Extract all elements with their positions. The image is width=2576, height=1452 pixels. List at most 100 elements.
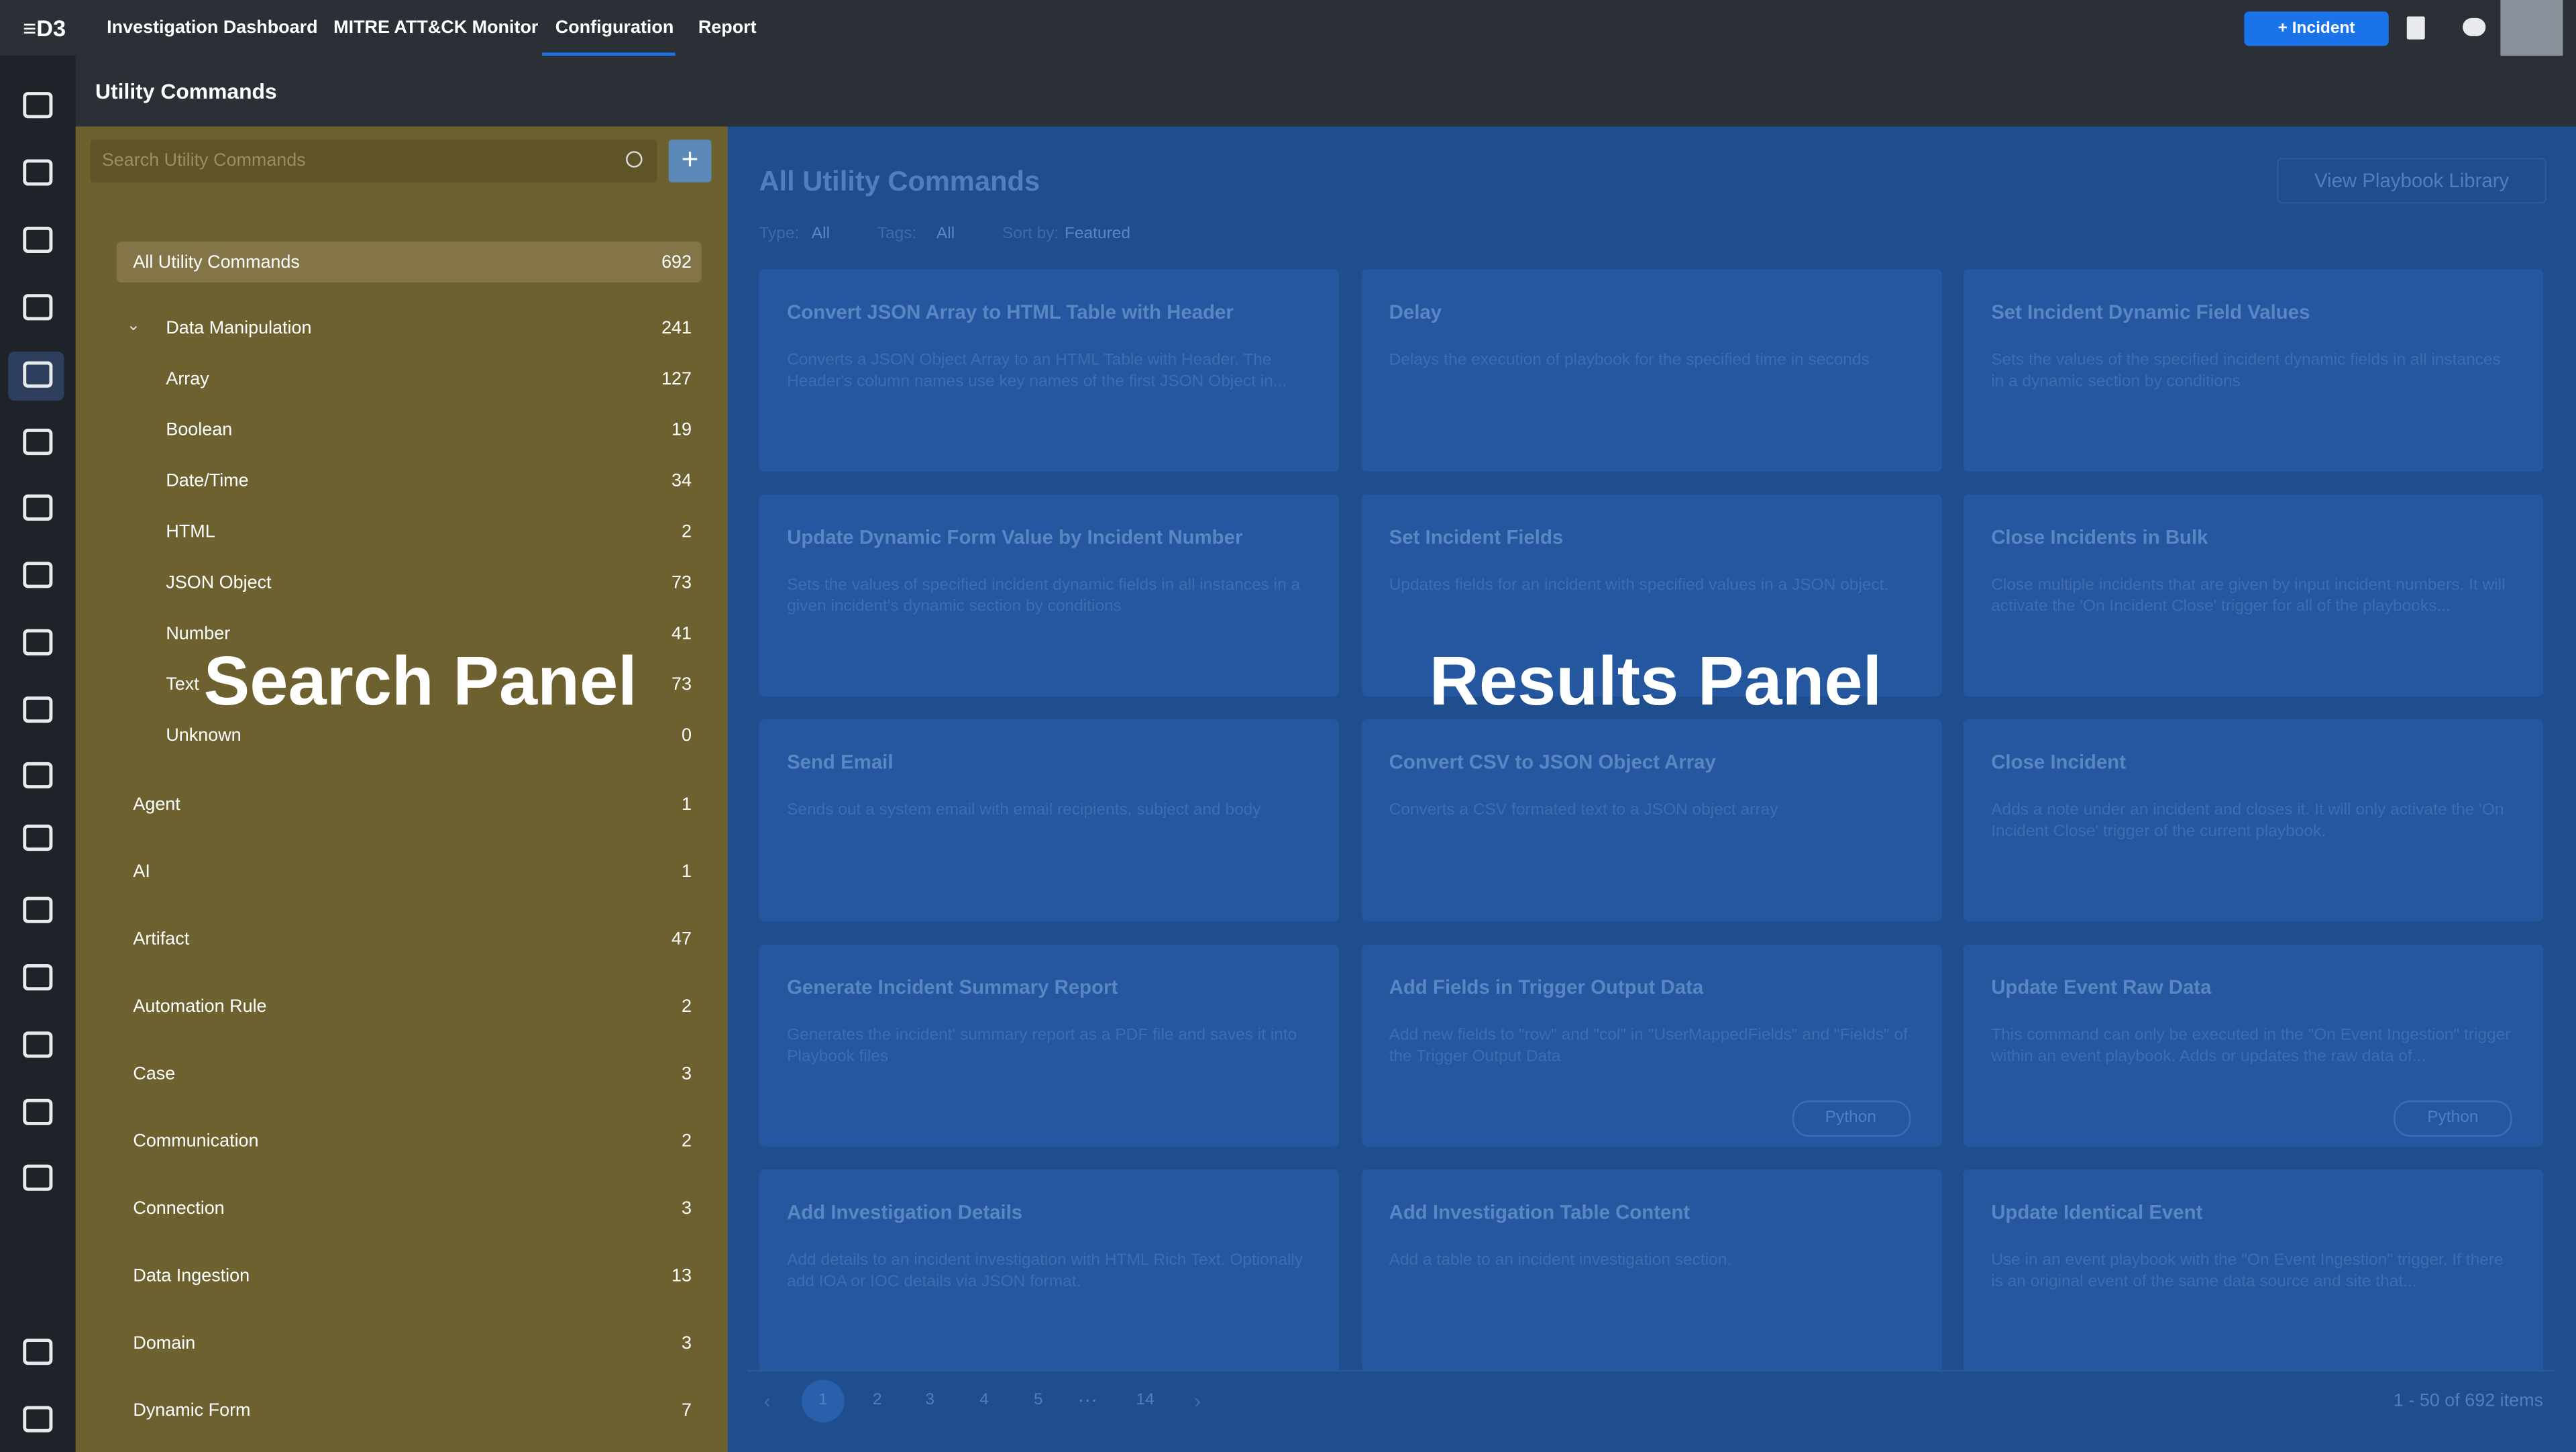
card-title: Convert CSV to JSON Object Array	[1389, 750, 1716, 774]
subcategory-name[interactable]: Number	[166, 624, 231, 644]
subcategory-name[interactable]: JSON Object	[166, 573, 272, 593]
subcategory-count: 73	[672, 675, 692, 695]
incident-button[interactable]: + Incident	[2244, 11, 2389, 46]
subcategory-name[interactable]: Array	[166, 369, 209, 390]
card-title: Delay	[1389, 300, 1442, 324]
category-count: 47	[672, 929, 692, 949]
command-card[interactable]: Close Incident Adds a note under an incid…	[1963, 719, 2544, 922]
nav-item[interactable]: Configuration	[555, 17, 674, 38]
title-bar: Utility Commands	[75, 56, 2576, 127]
filter-value[interactable]: All	[936, 225, 955, 244]
page-number[interactable]: 5	[1033, 1391, 1043, 1410]
category-name: All Utility Commands	[133, 252, 300, 273]
page-number[interactable]: 14	[1136, 1391, 1155, 1410]
rail-icon[interactable]	[23, 1098, 53, 1125]
card-description: This command can only be executed in the…	[1991, 1027, 2511, 1066]
rail-icon[interactable]	[23, 824, 53, 851]
nav-item[interactable]: Report	[698, 17, 757, 38]
command-card[interactable]: Update Dynamic Form Value by Incident Nu…	[759, 494, 1339, 696]
command-card[interactable]: Set Incident Dynamic Field Values Sets th…	[1963, 269, 2544, 472]
category-name[interactable]: Data Ingestion	[133, 1266, 250, 1286]
search-placeholder: Search Utility Commands	[101, 151, 306, 171]
category-count: 3	[682, 1199, 692, 1219]
avatar[interactable]	[2500, 0, 2563, 56]
command-card[interactable]: Set Incident Fields Updates fields for an…	[1360, 494, 1941, 696]
category-all[interactable]	[116, 241, 702, 283]
nav-item[interactable]: Investigation Dashboard	[107, 17, 318, 38]
prev-page[interactable]: ‹	[763, 1390, 771, 1413]
category-name[interactable]: Connection	[133, 1199, 225, 1219]
rail-icon[interactable]	[23, 696, 53, 723]
rail-active	[8, 351, 64, 401]
card-description: Sends out a system email with email reci…	[787, 801, 1261, 820]
command-card[interactable]: Convert CSV to JSON Object Array Converts…	[1360, 719, 1941, 922]
card-title: Add Investigation Details	[787, 1200, 1023, 1224]
command-card[interactable]: Close Incidents in Bulk Close multiple in…	[1963, 494, 2544, 696]
category-name[interactable]: AI	[133, 862, 150, 882]
rail-icon[interactable]	[23, 629, 53, 656]
page-number[interactable]: 1	[802, 1380, 845, 1422]
category-name[interactable]: Agent	[133, 794, 180, 815]
rail-icon[interactable]	[23, 159, 53, 186]
card-title: Close Incidents in Bulk	[1991, 525, 2208, 549]
command-card[interactable]: Generate Incident Summary Report Generate…	[759, 944, 1339, 1147]
command-card[interactable]: Send Email Sends out a system email with …	[759, 719, 1339, 922]
category-name[interactable]: Domain	[133, 1333, 196, 1354]
rail-icon[interactable]	[23, 562, 53, 588]
rail-icon[interactable]	[23, 361, 53, 388]
page-number[interactable]: 3	[925, 1391, 934, 1410]
divider	[747, 1369, 2555, 1372]
category-name[interactable]: Dynamic Form	[133, 1401, 251, 1421]
rail-icon[interactable]	[23, 1406, 53, 1433]
rail-icon[interactable]	[23, 1164, 53, 1191]
rail-icon[interactable]	[23, 964, 53, 991]
nav-item[interactable]: MITRE ATT&CK Monitor	[333, 17, 539, 38]
page-number[interactable]: 2	[872, 1391, 882, 1410]
filter-value[interactable]: All	[811, 225, 830, 244]
next-page[interactable]: ›	[1194, 1390, 1201, 1413]
command-card[interactable]: Delay Delays the execution of playbook fo…	[1360, 269, 1941, 472]
rail-icon[interactable]	[23, 294, 53, 321]
nav-active-underline	[542, 52, 676, 56]
rail-icon[interactable]	[23, 92, 53, 119]
category-name[interactable]: Automation Rule	[133, 996, 267, 1017]
category-name[interactable]: Case	[133, 1064, 176, 1084]
card-description: Close multiple incidents that are given …	[1991, 576, 2506, 616]
results-title: All Utility Commands	[759, 166, 1040, 197]
page-number[interactable]: 4	[979, 1391, 989, 1410]
command-card[interactable]: Update Identical Event Use in an event pl…	[1963, 1169, 2544, 1372]
library-link[interactable]: View Playbook Library	[2277, 158, 2546, 204]
rail-icon[interactable]	[23, 1031, 53, 1058]
command-card[interactable]: Add Fields in Trigger Output Data Add new…	[1360, 944, 1941, 1147]
subcategory-count: 34	[672, 471, 692, 491]
rail-icon[interactable]	[23, 428, 53, 456]
chat-icon[interactable]	[2463, 17, 2486, 36]
card-description: Converts a CSV formated text to a JSON o…	[1389, 801, 1778, 820]
rail-icon[interactable]	[23, 226, 53, 253]
command-card[interactable]: Add Investigation Details Add details to …	[759, 1169, 1339, 1372]
category-name[interactable]: Data Manipulation	[166, 318, 312, 339]
command-card[interactable]: Add Investigation Table Content Add a tab…	[1360, 1169, 1941, 1372]
doc-icon[interactable]	[2406, 16, 2425, 40]
rail-icon[interactable]	[23, 896, 53, 923]
subcategory-name[interactable]: Date/Time	[166, 471, 249, 491]
command-card[interactable]: Update Event Raw Data This command can on…	[1963, 944, 2544, 1147]
subcategory-name[interactable]: Text	[166, 675, 199, 695]
card-title: Update Identical Event	[1991, 1200, 2203, 1224]
filter-value[interactable]: Featured	[1064, 225, 1130, 244]
card-title: Set Incident Fields	[1389, 525, 1564, 549]
command-card[interactable]: Convert JSON Array to HTML Table with He…	[759, 269, 1339, 472]
logo[interactable]: ≡D3	[23, 15, 66, 42]
search-box[interactable]: Search Utility Commands	[90, 140, 657, 183]
rail-icon[interactable]	[23, 1339, 53, 1365]
subcategory-name[interactable]: Unknown	[166, 726, 241, 746]
expand-chevron: ⌄	[126, 317, 141, 335]
rail-icon[interactable]	[23, 762, 53, 789]
rail-icon[interactable]	[23, 494, 53, 521]
subcategory-name[interactable]: Boolean	[166, 420, 233, 441]
subcategory-name[interactable]: HTML	[166, 522, 215, 542]
category-name[interactable]: Artifact	[133, 929, 190, 949]
add-button[interactable]: +	[668, 140, 712, 183]
category-name[interactable]: Communication	[133, 1131, 259, 1152]
